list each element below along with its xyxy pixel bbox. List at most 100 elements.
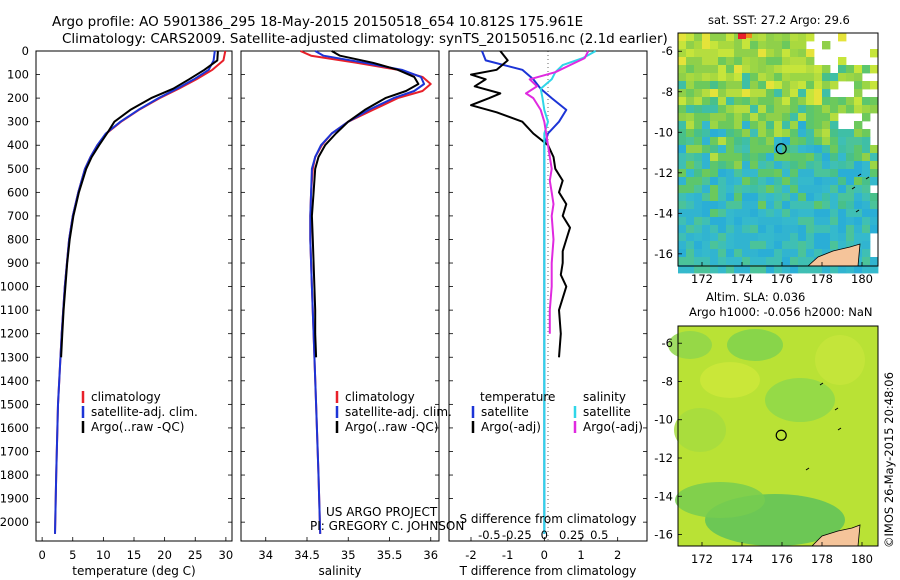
sst-cell [790,73,799,82]
sst-cell [702,225,711,234]
x-tick-label: 1 [577,548,584,562]
sst-cell [822,249,831,258]
sst-cell [750,89,759,98]
sst-cell [822,81,831,90]
sst-cell [862,225,871,234]
sst-cell [750,185,759,194]
title-line-1: Argo profile: AO 5901386_295 18-May-2015… [52,14,583,30]
sst-cell [734,241,743,250]
sst-cell [790,137,799,146]
sst-cell [846,265,855,274]
depth-tick-label: 600 [7,185,29,199]
sst-cell [702,65,711,74]
sst-cell [838,129,847,138]
sst-cell [870,97,879,106]
sst-cell [686,33,695,42]
sst-cell [702,233,711,242]
sst-cell [774,265,783,274]
sst-cell [846,241,855,250]
sst-cell [742,177,751,186]
sst-cell [758,153,767,162]
sst-cell [686,145,695,154]
sst-cell [742,145,751,154]
sst-cell [686,241,695,250]
sst-cell [830,121,839,130]
x-tick-label: 35.5 [377,548,403,562]
sst-cell [694,185,703,194]
sst-cell [766,265,775,274]
salinity-plot-frame [240,50,440,542]
sst-cell [734,129,743,138]
sst-cell [710,49,719,58]
sst-cell [726,185,735,194]
sst-cell [734,217,743,226]
sst-cell [862,145,871,154]
sst-cell [814,113,823,122]
sst-cell [774,129,783,138]
sst-cell [870,217,879,226]
sst-cell [678,257,687,266]
sst-cell [686,217,695,226]
sst-cell [678,225,687,234]
sst-cell [678,241,687,250]
sst-cell [814,129,823,138]
sst-cell [806,121,815,130]
sst-cell [686,49,695,58]
sst-cell [726,137,735,146]
sst-cell [830,201,839,210]
sla-field-blob [815,335,865,385]
sst-cell [750,153,759,162]
sst-cell [782,233,791,242]
sst-cell [758,97,767,106]
sst-cell [766,185,775,194]
sst-cell [870,257,879,266]
sst-cell [726,145,735,154]
sst-cell [734,89,743,98]
sst-cell [678,193,687,202]
sst-cell [790,193,799,202]
series-line-t-argo-adj- [470,50,571,358]
sst-cell [710,129,719,138]
sst-cell [702,89,711,98]
sst-cell [702,217,711,226]
sst-cell [766,97,775,106]
sst-cell [790,145,799,154]
sst-cell [846,169,855,178]
sst-cell [686,161,695,170]
sst-cell [782,201,791,210]
sst-cell [838,241,847,250]
sst-cell [798,233,807,242]
sst-cell [726,217,735,226]
sst-cell [742,65,751,74]
depth-tick-label: 1600 [0,421,29,435]
map-x-tick-label: 172 [691,552,713,566]
sst-cell [710,225,719,234]
sst-cell [806,177,815,186]
sst-cell [766,137,775,146]
sst-cell [782,121,791,130]
sst-cell [798,217,807,226]
sst-cell [766,193,775,202]
sst-cell [726,113,735,122]
sst-argo-position-marker [775,143,787,155]
sst-cell [846,177,855,186]
sst-cell [830,113,839,122]
sst-cell [726,65,735,74]
sst-cell [710,241,719,250]
map-x-tick-label: 174 [731,552,753,566]
sst-cell [678,249,687,258]
series-line-s-argo-adj- [525,50,590,334]
sst-cell [822,233,831,242]
salinity-depth-ticks [241,50,439,523]
sst-cell [782,161,791,170]
sst-cell [798,129,807,138]
sst-cell [694,49,703,58]
sst-cell [726,129,735,138]
sst-cell [798,113,807,122]
sst-cell [774,185,783,194]
sst-cell [814,177,823,186]
sst-cell [830,137,839,146]
legend-label: climatology [345,390,415,404]
sla-argo-position-marker [775,429,787,441]
sst-cell [870,145,879,154]
